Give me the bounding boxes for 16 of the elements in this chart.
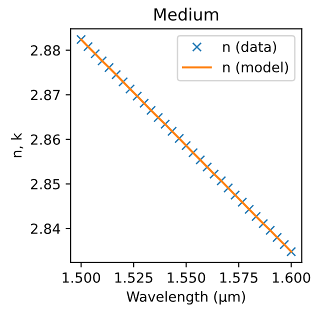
y-tick-label: 2.86 (30, 134, 60, 145)
y-tick-label: 2.88 (30, 45, 60, 56)
legend-label: n (model) (223, 62, 288, 74)
y-tick-label: 2.84 (30, 223, 60, 234)
x-axis-title: Wavelength (μm) (126, 291, 245, 305)
chart-title: Medium (154, 8, 218, 21)
line-series (80, 38, 292, 253)
x-tick-label: 1.600 (272, 272, 310, 283)
y-axis-title: n, k (10, 132, 24, 158)
x-tick-label: 1.575 (220, 272, 258, 283)
y-tick-label: 2.87 (30, 90, 60, 100)
x-tick-label: 1.500 (62, 272, 100, 283)
y-tick-label: 2.85 (30, 178, 60, 190)
x-tick-label: 1.525 (115, 272, 152, 283)
x-tick-label: 1.550 (168, 272, 206, 283)
legend-label: n (data) (223, 41, 276, 54)
